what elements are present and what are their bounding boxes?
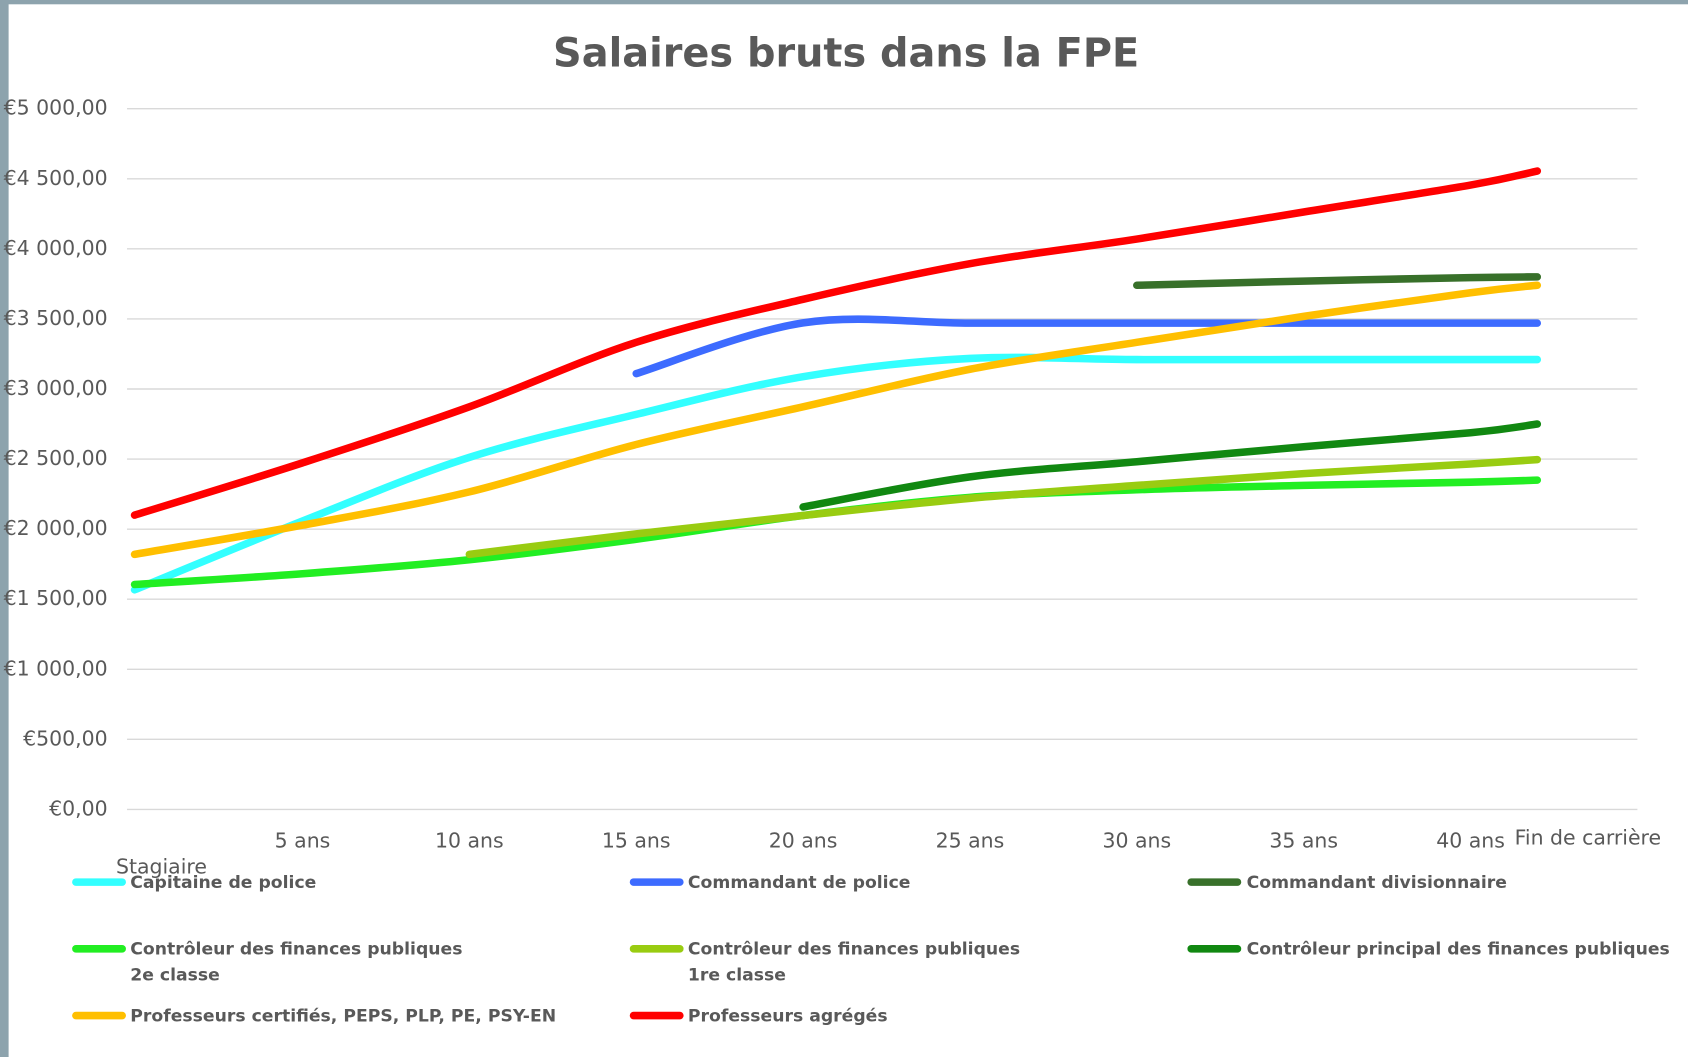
- x-tick-label: 5 ans: [275, 829, 331, 853]
- y-tick-label: €500,00: [23, 726, 108, 750]
- legend-label: Professeurs agrégés: [687, 1005, 888, 1026]
- legend-swatch: [72, 945, 126, 953]
- y-tick-label: €4 000,00: [4, 236, 108, 260]
- chart-title: Salaires bruts dans la FPE: [553, 30, 1139, 76]
- x-tick-label: Fin de carrière: [1515, 825, 1661, 849]
- y-tick-label: €2 500,00: [4, 446, 108, 470]
- x-tick-label: Stagiaire: [116, 855, 207, 879]
- series-line: [130, 476, 1542, 589]
- legend-label: Capitaine de police: [130, 871, 317, 893]
- series-line: [130, 353, 1542, 594]
- x-tick-label: 40 ans: [1436, 829, 1505, 853]
- legend-swatch: [72, 1011, 126, 1020]
- x-tick-label: 35 ans: [1269, 829, 1338, 853]
- legend-label: Commandant divisionnaire: [1246, 871, 1507, 893]
- legend-label: Commandant de police: [687, 871, 911, 893]
- legend-label: Contrôleur principal des finances publiq…: [1246, 938, 1670, 960]
- y-tick-label: €1 000,00: [4, 656, 108, 680]
- series-line: [465, 455, 1542, 559]
- x-tick-label: 15 ans: [602, 829, 671, 853]
- x-tick-label: 30 ans: [1102, 829, 1171, 853]
- y-tick-label: €2 000,00: [4, 516, 108, 540]
- y-tick-label: €1 500,00: [4, 586, 108, 610]
- x-tick-label: 25 ans: [936, 829, 1005, 853]
- x-tick-label: 20 ans: [769, 829, 838, 853]
- y-tick-label: €3 000,00: [4, 376, 108, 400]
- x-tick-label: 10 ans: [435, 829, 504, 853]
- legend-swatch: [72, 878, 126, 886]
- legend-swatch: [629, 878, 684, 886]
- legend-label: Professeurs certifiés, PEPS, PLP, PE, PS…: [130, 1005, 557, 1026]
- series-line: [799, 420, 1542, 511]
- y-tick-label: €0,00: [49, 796, 108, 820]
- series-line: [130, 281, 1542, 559]
- y-tick-label: €3 500,00: [4, 306, 108, 330]
- legend-label: Contrôleur des finances publiques 1re cl…: [687, 938, 1021, 985]
- legend-swatch: [629, 945, 684, 953]
- series-line: [632, 315, 1542, 378]
- legend-swatch: [1187, 945, 1242, 953]
- legend-swatch: [1187, 878, 1242, 886]
- legend-label: Contrôleur des finances publiques 2e cla…: [130, 938, 463, 985]
- series-line: [130, 167, 1542, 519]
- series-line: [1133, 273, 1542, 290]
- legend-swatch: [629, 1011, 684, 1020]
- y-tick-label: €5 000,00: [4, 96, 108, 120]
- y-tick-label: €4 500,00: [4, 166, 108, 190]
